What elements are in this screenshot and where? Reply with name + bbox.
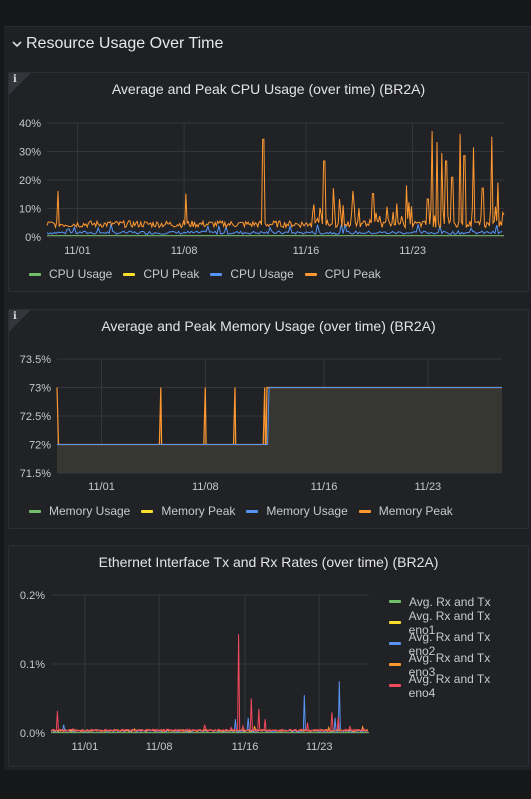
legend-swatch bbox=[29, 272, 41, 276]
x-tick-label: 11/16 bbox=[232, 741, 259, 753]
legend-label: CPU Usage bbox=[230, 267, 294, 281]
legend-item[interactable]: Avg. Rx and Tx eno4 bbox=[389, 672, 517, 700]
x-tick-label: 11/16 bbox=[293, 245, 320, 257]
legend-swatch bbox=[389, 642, 401, 645]
legend-item[interactable]: Avg. Rx and Tx bbox=[389, 594, 517, 609]
legend-label: Memory Peak bbox=[378, 504, 453, 518]
x-tick-label: 11/01 bbox=[64, 245, 91, 257]
legend-item[interactable]: Avg. Rx and Tx eno2 bbox=[389, 630, 517, 658]
legend-label: Memory Usage bbox=[49, 504, 131, 518]
legend-item[interactable]: Memory Peak bbox=[358, 504, 453, 518]
y-tick-label: 72% bbox=[29, 440, 51, 452]
bottom-band bbox=[0, 770, 531, 799]
memory-legend: Memory Usage Memory Peak Memory Usage Memor… bbox=[29, 504, 464, 518]
x-tick-label: 11/01 bbox=[88, 481, 115, 493]
chevron-down-icon[interactable] bbox=[12, 40, 26, 48]
panel-title[interactable]: Average and Peak Memory Usage (over time… bbox=[101, 318, 436, 334]
y-tick-label: 71.5% bbox=[20, 468, 51, 480]
legend-label: Avg. Rx and Tx eno1 bbox=[408, 608, 491, 637]
panel-info-corner[interactable]: i bbox=[9, 73, 31, 95]
y-tick-label: 0% bbox=[25, 232, 41, 244]
y-tick-label: 0.2% bbox=[20, 590, 45, 602]
legend-item[interactable]: CPU Usage bbox=[29, 267, 112, 281]
legend-swatch bbox=[389, 600, 401, 603]
panel-title[interactable]: Ethernet Interface Tx and Rx Rates (over… bbox=[98, 554, 439, 570]
legend-swatch bbox=[389, 684, 401, 687]
legend-label: Memory Peak bbox=[161, 504, 236, 518]
y-tick-label: 10% bbox=[19, 204, 41, 216]
legend-item[interactable]: Memory Peak bbox=[141, 504, 235, 518]
ethernet-chart[interactable]: 0.0% 0.1% 0.2% 11/01 11/08 11/16 11/23 bbox=[9, 582, 379, 772]
x-tick-label: 11/23 bbox=[414, 481, 441, 493]
ethernet-legend: Avg. Rx and Tx Avg. Rx and Tx eno1 Avg. Rx… bbox=[389, 594, 528, 700]
series-line bbox=[46, 131, 505, 230]
legend-label: Memory Usage bbox=[266, 504, 348, 518]
y-tick-label: 30% bbox=[19, 147, 41, 159]
legend-item[interactable]: Avg. Rx and Tx eno1 bbox=[389, 609, 517, 637]
series-line bbox=[46, 222, 503, 236]
y-tick-label: 40% bbox=[19, 118, 41, 130]
panel-title[interactable]: Average and Peak CPU Usage (over time) (… bbox=[111, 81, 426, 97]
legend-label: Avg. Rx and Tx bbox=[409, 594, 491, 609]
info-icon[interactable]: i bbox=[13, 74, 17, 85]
y-tick-label: 20% bbox=[19, 175, 41, 187]
legend-label: Avg. Rx and Tx eno4 bbox=[408, 671, 491, 700]
series-line bbox=[57, 387, 502, 445]
x-tick-label: 11/01 bbox=[72, 741, 99, 753]
legend-label: Avg. Rx and Tx eno2 bbox=[408, 629, 491, 658]
legend-swatch bbox=[29, 509, 41, 513]
legend-label: CPU Usage bbox=[49, 267, 113, 281]
legend-swatch bbox=[389, 621, 401, 624]
x-tick-label: 11/23 bbox=[399, 245, 426, 257]
legend-item[interactable]: Memory Usage bbox=[29, 504, 130, 518]
legend-label: CPU Peak bbox=[324, 267, 381, 281]
legend-label: CPU Peak bbox=[143, 267, 200, 281]
x-tick-label: 11/08 bbox=[171, 245, 198, 257]
row-header-resource-usage[interactable]: Resource Usage Over Time bbox=[4, 26, 531, 62]
legend-label: Avg. Rx and Tx eno3 bbox=[408, 650, 491, 679]
legend-item[interactable]: CPU Peak bbox=[304, 267, 381, 281]
legend-item[interactable]: CPU Usage bbox=[210, 267, 294, 281]
legend-swatch bbox=[246, 509, 259, 513]
series-line bbox=[50, 681, 369, 733]
y-tick-label: 72.5% bbox=[20, 411, 51, 423]
series-area bbox=[57, 387, 502, 473]
legend-item[interactable]: CPU Peak bbox=[123, 267, 199, 281]
legend-swatch bbox=[358, 509, 371, 513]
x-tick-label: 11/23 bbox=[306, 741, 333, 753]
legend-swatch bbox=[141, 509, 154, 513]
legend-swatch bbox=[210, 272, 223, 276]
y-tick-label: 73.5% bbox=[20, 354, 51, 366]
cpu-chart[interactable]: 0% 10% 20% 30% 40% 11/01 11/08 11/16 11/23 bbox=[9, 111, 528, 281]
y-tick-label: 73% bbox=[29, 383, 51, 395]
ethernet-rates-panel[interactable]: Ethernet Interface Tx and Rx Rates (over… bbox=[8, 545, 529, 767]
panel-info-corner[interactable]: i bbox=[9, 310, 31, 332]
y-tick-label: 0.1% bbox=[20, 659, 45, 671]
top-band bbox=[0, 0, 531, 26]
series-line bbox=[50, 634, 368, 733]
legend-item[interactable]: Avg. Rx and Tx eno3 bbox=[389, 651, 517, 679]
legend-swatch bbox=[389, 663, 401, 666]
legend-swatch bbox=[123, 272, 136, 276]
y-tick-label: 0.0% bbox=[20, 728, 45, 740]
memory-chart[interactable]: 71.5% 72% 72.5% 73% 73.5% 11/01 11/08 11/16 11/2… bbox=[9, 348, 528, 518]
legend-item[interactable]: Memory Usage bbox=[246, 504, 348, 518]
memory-usage-panel[interactable]: i Average and Peak Memory Usage (over ti… bbox=[8, 309, 529, 529]
info-icon[interactable]: i bbox=[13, 311, 17, 322]
x-tick-label: 11/16 bbox=[311, 481, 338, 493]
cpu-usage-panel[interactable]: i Average and Peak CPU Usage (over time)… bbox=[8, 72, 529, 292]
row-title[interactable]: Resource Usage Over Time bbox=[26, 35, 224, 52]
legend-swatch bbox=[304, 272, 317, 276]
x-tick-label: 11/08 bbox=[146, 741, 173, 753]
x-tick-label: 11/08 bbox=[192, 481, 219, 493]
cpu-legend: CPU Usage CPU Peak CPU Usage CPU Peak bbox=[29, 267, 392, 281]
